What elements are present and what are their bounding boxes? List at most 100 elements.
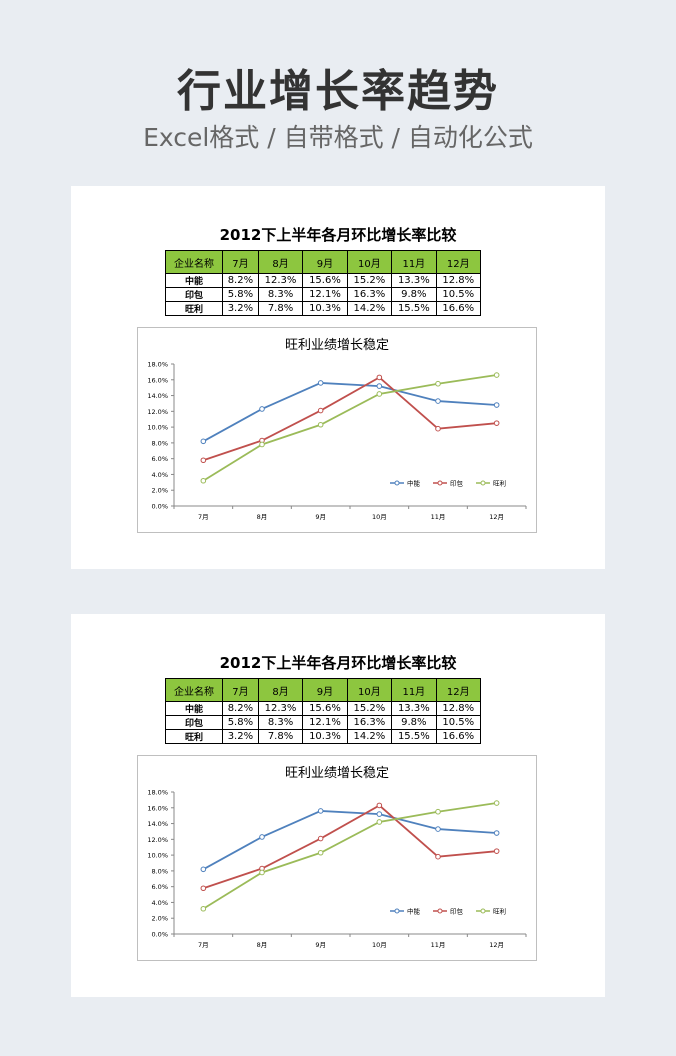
series-line (202, 810, 497, 871)
y-tick-label: 0.0% (151, 503, 168, 511)
sheet-title: 2012下上半年各月环比增长率比较 (219, 654, 457, 672)
table-cell: 16.6% (435, 729, 482, 744)
data-point (376, 819, 383, 825)
y-tick-label: 4.0% (151, 899, 168, 907)
y-tick-label: 10.0% (147, 424, 168, 432)
x-tick-label: 11月 (431, 941, 446, 949)
legend-label: 旺利 (493, 907, 506, 916)
column-header: 10月 (346, 250, 393, 274)
column-header: 8月 (257, 678, 304, 702)
data-point (435, 425, 441, 432)
data-point (376, 383, 383, 389)
data-point (317, 407, 324, 414)
x-tick-label: 9月 (315, 513, 326, 521)
column-header: 9月 (302, 250, 348, 274)
data-point (493, 372, 500, 378)
data-point (435, 380, 441, 387)
table-row: 印包 5.8% 8.3% 12.1% 16.3% 9.8% 10.5% (165, 715, 482, 730)
table-cell: 13.3% (391, 273, 437, 288)
column-header: 企业名称 (165, 250, 223, 274)
legend-label: 中能 (407, 907, 421, 916)
table-cell: 16.3% (346, 715, 393, 730)
table-cell: 10.3% (302, 729, 348, 744)
chart-svg: 旺利业绩增长稳定 0.0% 2.0% 4.0% 6.0% 8.0% 10.0% 12.0% 14… (147, 765, 527, 949)
data-point (259, 441, 265, 448)
table-cell: 12.3% (257, 273, 304, 288)
table-cell: 15.6% (302, 701, 348, 716)
table-cell: 9.8% (391, 715, 437, 730)
data-point (259, 834, 265, 840)
data-point (435, 808, 441, 815)
legend-label: 中能 (407, 479, 421, 488)
table-cell: 12.3% (257, 701, 304, 716)
legend-marker (480, 908, 486, 914)
table-cell: 8.2% (222, 273, 259, 288)
table-cell: 7.8% (257, 729, 304, 744)
table-cell: 10.5% (435, 287, 482, 302)
table-row: 中能 8.2% 12.3% 15.6% 15.2% 13.3% 12.8% (165, 273, 482, 288)
row-name: 印包 (165, 715, 223, 730)
data-point (317, 835, 324, 842)
y-tick-label: 0.0% (151, 931, 168, 939)
data-point (259, 406, 265, 412)
table-cell: 10.3% (302, 301, 348, 316)
y-tick-label: 2.0% (151, 487, 168, 495)
y-tick-label: 12.0% (147, 836, 168, 844)
x-tick-label: 12月 (489, 513, 504, 521)
data-point (493, 420, 500, 426)
data-point (200, 477, 207, 484)
data-point (376, 374, 383, 381)
y-tick-label: 6.0% (151, 883, 168, 891)
data-point (317, 808, 324, 814)
y-tick-label: 2.0% (151, 915, 168, 923)
chart-svg: 旺利业绩增长稳定 0.0% 2.0% 4.0% 6.0% 8.0% 10.0% 12.0% 14… (147, 337, 527, 521)
y-tick-label: 18.0% (147, 361, 168, 369)
y-tick-label: 16.0% (147, 376, 168, 384)
x-tick-label: 10月 (372, 513, 387, 521)
table-cell: 3.2% (222, 729, 259, 744)
table-cell: 12.8% (435, 701, 482, 716)
legend-marker (437, 480, 443, 486)
table-row: 中能 8.2% 12.3% 15.6% 15.2% 13.3% 12.8% (165, 701, 482, 716)
x-tick-label: 8月 (257, 513, 268, 521)
line-chart: 旺利业绩增长稳定 0.0% 2.0% 4.0% 6.0% 8.0% 10.0% 12.0% 14… (137, 755, 537, 961)
sheet-preview-card: 2012下上半年各月环比增长率比较 企业名称 7月 8月 9月 10月 11月 12月 中能 8.… (71, 614, 605, 997)
table-cell: 15.5% (391, 301, 437, 316)
y-tick-label: 8.0% (151, 867, 168, 875)
data-point (435, 398, 441, 404)
y-tick-label: 14.0% (147, 392, 168, 400)
data-point (200, 885, 207, 892)
legend-label: 印包 (450, 479, 464, 488)
column-header: 7月 (222, 678, 259, 702)
x-tick-label: 9月 (315, 941, 326, 949)
data-point (259, 869, 265, 876)
legend-marker (394, 908, 400, 914)
sheet-preview-card: 2012下上半年各月环比增长率比较 企业名称 7月 8月 9月 10月 11月 12月 中能 8.… (71, 186, 605, 569)
series-line (203, 804, 497, 890)
series-line (202, 802, 497, 910)
table-header-row: 企业名称 7月 8月 9月 10月 11月 12月 (165, 678, 482, 702)
y-tick-label: 14.0% (147, 820, 168, 828)
y-tick-label: 8.0% (151, 439, 168, 447)
page-title: 行业增长率趋势 (177, 66, 499, 117)
row-name: 中能 (165, 701, 223, 716)
data-point (493, 830, 500, 836)
table-cell: 12.1% (302, 715, 348, 730)
column-header: 12月 (435, 678, 482, 702)
table-cell: 10.5% (435, 715, 482, 730)
table-row: 旺利 3.2% 7.8% 10.3% 14.2% 15.5% 16.6% (165, 729, 482, 744)
x-tick-label: 7月 (198, 941, 209, 949)
chart-title: 旺利业绩增长稳定 (285, 337, 389, 353)
data-point (200, 457, 207, 464)
column-header: 12月 (435, 250, 482, 274)
legend-label: 旺利 (493, 479, 506, 488)
column-header: 11月 (391, 678, 437, 702)
table-cell: 15.2% (346, 273, 393, 288)
table-cell: 7.8% (257, 301, 304, 316)
table-cell: 9.8% (391, 287, 437, 302)
x-tick-label: 7月 (198, 513, 209, 521)
sheet-title: 2012下上半年各月环比增长率比较 (219, 226, 457, 244)
column-header: 11月 (391, 250, 437, 274)
data-point (376, 802, 383, 809)
line-chart: 旺利业绩增长稳定 0.0% 2.0% 4.0% 6.0% 8.0% 10.0% 12.0% 14… (137, 327, 537, 533)
